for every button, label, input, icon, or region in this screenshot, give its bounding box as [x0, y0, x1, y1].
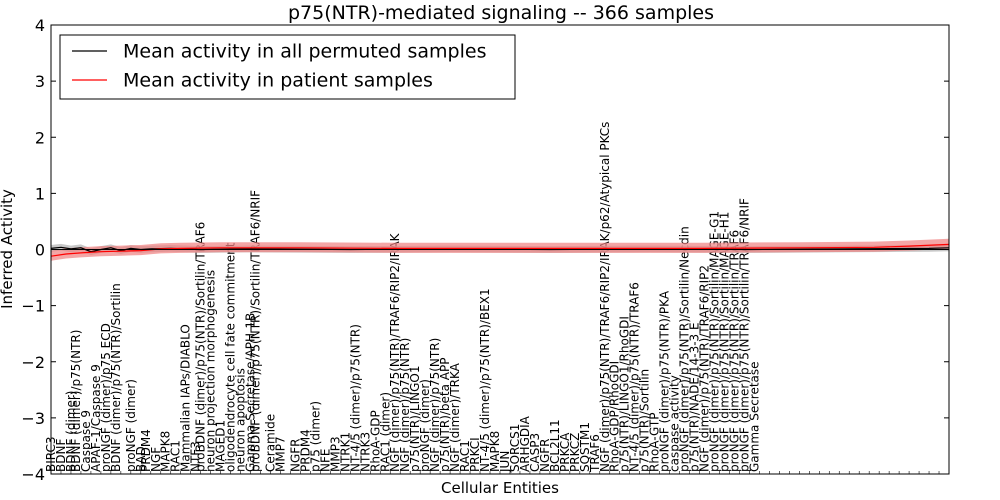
- entity-label: p75 (dimer): [308, 401, 322, 472]
- entity-label: TRAF6: [588, 434, 602, 473]
- entity-label: NGF (dimer)/p75(NTR)/TRAF6/RIP2/IRAK/p62…: [598, 122, 612, 472]
- entity-label: p75(NTR)/LINGO1/RhoGDI: [618, 316, 632, 472]
- entity-label: JUN: [498, 451, 512, 473]
- entity-label: RhoA-GDP: [368, 410, 382, 472]
- entity-label: SORCS1: [508, 424, 522, 472]
- y-tick-label: 4: [35, 16, 45, 35]
- entity-label: NGF (dimer)/TRKA: [448, 362, 462, 472]
- entity-label: NGF (dimer)/p75(NTR)/TRAF6/RIP2/IRAK: [388, 232, 402, 472]
- entity-label: ARHGDIA: [518, 415, 532, 472]
- entity-label: MAPK8: [488, 431, 502, 472]
- entity-label: NGF: [149, 447, 163, 472]
- entity-label: RhoA-GDP/RhoGDI: [608, 361, 622, 472]
- entity-label: Gamma Secretase: [747, 361, 761, 472]
- legend: Mean activity in all permuted samples Me…: [59, 34, 516, 100]
- y-tick-label: 3: [35, 72, 45, 91]
- entity-label: NGF (dimer)/p75(NTR)/TRAF6/RIP2: [698, 265, 712, 472]
- entity-label: BDNF (dimer)/p75(NTR): [69, 330, 83, 472]
- entity-label: MMP7: [274, 436, 288, 472]
- entity-label: MAPK8: [159, 431, 173, 472]
- y-axis: −4 −3 −2 −1 0 1 2 3 4: [21, 16, 950, 484]
- entity-label: p75(NTR)/NADE/14-3-3 E: [688, 322, 702, 472]
- entity-label: oligodendrocyte cell fate commitment: [224, 242, 238, 472]
- entity-label: p75(NTR)/LINGO1: [408, 365, 422, 472]
- chart-title: p75(NTR)-mediated signaling -- 366 sampl…: [288, 2, 714, 24]
- legend-label-patient: Mean activity in patient samples: [123, 70, 433, 92]
- legend-label-permuted: Mean activity in all permuted samples: [123, 41, 486, 63]
- entity-label: BDNF (dimer): [64, 391, 78, 473]
- entity-label: Caspase 9: [79, 410, 93, 472]
- entity-label: proNGF (dimer)/p75(NTR)/Sortilin/TRAF6/N…: [738, 198, 752, 472]
- entity-label: RhoA-GTP: [648, 413, 662, 472]
- entity-label: NGF (dimer)/p75(NTR): [398, 338, 412, 472]
- y-axis-label: Inferred Activity: [0, 189, 16, 309]
- entity-label: proNGF (dimer): [418, 379, 432, 472]
- entity-label: neuron projection morphogenesis: [204, 270, 218, 472]
- entity-label: PRKCA: [558, 432, 572, 472]
- y-tick-label: −2: [21, 353, 45, 372]
- legend-box: [59, 34, 516, 100]
- entity-label: CASP3: [528, 433, 542, 472]
- entity-label: NTRK3: [358, 432, 372, 472]
- y-tick-label: −3: [21, 409, 45, 428]
- entity-label: BCL2L11: [548, 419, 562, 472]
- entity-label: proBDNF (dimer)/p75(NTR)/Sortilin/TRAF6: [194, 222, 208, 472]
- entity-label: MMP3: [328, 436, 342, 472]
- entity-label: NT-4/5 (dimer)/p75(NTR)/BEX1: [478, 288, 492, 472]
- entity-label: proNGF (dimer)/p75(NTR)/PKA: [658, 290, 672, 472]
- entity-label: NFE: [318, 449, 332, 472]
- entity-label: RAC1: [169, 440, 183, 472]
- entity-label: p75(NTR)/beta APP: [438, 358, 452, 473]
- entity-label: NGFR: [289, 438, 303, 472]
- y-tick-label: 1: [35, 184, 45, 203]
- entity-label: proNGF (dimer)/p75(NTR)/Sortilin/MAGE-G1: [708, 211, 722, 472]
- entity-label: Gamma Secretase/APH-1B: [244, 313, 258, 472]
- x-axis-label: Cellular Entities: [441, 479, 559, 497]
- entity-label: Mammalian IAPs/DIABLO: [179, 324, 193, 472]
- entity-label: caspase activity: [668, 375, 682, 472]
- entity-label: PRDM4: [298, 429, 312, 472]
- entity-label: RAC1: [458, 440, 472, 472]
- entity-label: SQSTM1: [578, 422, 592, 472]
- entity-label: proNGF (dimer)/p75 ECD: [99, 323, 113, 472]
- y-tick-label: 0: [35, 241, 45, 260]
- entity-label: NTRK1: [338, 432, 352, 472]
- entity-label: NT-4/5 (dimer)/p75(NTR): [348, 324, 362, 472]
- entity-label: PRDM4: [139, 429, 153, 472]
- entity-label: MAGED1: [214, 420, 228, 472]
- entity-label: NGF (dimer)/p75(NTR): [428, 338, 442, 472]
- entity-label: BDNF (dimer)/p75(NTR)/Sortilin: [109, 283, 123, 472]
- entity-label: RAC1 (dimer): [378, 392, 392, 472]
- y-tick-label: −1: [21, 297, 45, 316]
- entity-label: PRKCI: [468, 437, 482, 472]
- entity-label: APAF-1/Caspase 9: [89, 364, 103, 472]
- entity-label: proNGF (dimer)/p75(NTR)/Sortilin/Necdin: [678, 226, 692, 472]
- entity-label: BAD: [134, 446, 148, 472]
- entity-label: Ceramide: [264, 414, 278, 472]
- entity-label: NTF3: [189, 441, 203, 472]
- entity-label: proNGF (dimer)/p75(NTR)/Sortilin/MAGE-H1: [718, 212, 732, 472]
- entity-label: proNGF (dimer): [124, 379, 138, 472]
- entity-label: p75(NTR)/Sortilin: [638, 369, 652, 472]
- entity-label: NGFR: [538, 438, 552, 472]
- entity-label: BDNF: [54, 439, 68, 472]
- entity-label: proBDNF (dimer)/p75(NTR)/Sortilin/TRAF6/…: [249, 190, 263, 472]
- entity-label: neuron apoptosis: [234, 368, 248, 472]
- entity-label: PRKCZ: [568, 433, 582, 472]
- y-tick-label: −4: [21, 465, 45, 484]
- entity-label: NT-4/5 (dimer)/p75(NTR)/TRAF6: [628, 282, 642, 472]
- series-line-patient: [50, 243, 950, 257]
- entity-label: proNGF (dimer)/p75(NTR)/Sortilin/TRAF6: [728, 230, 742, 472]
- y-tick-label: 2: [35, 128, 45, 147]
